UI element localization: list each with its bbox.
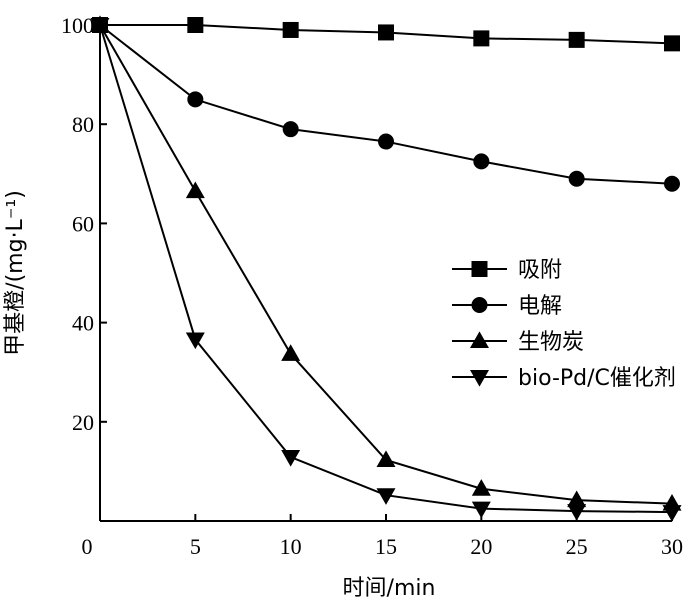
series-line-4 — [99, 24, 673, 514]
data-point-series-3 — [185, 181, 205, 199]
x-tick-label: 30 — [661, 534, 683, 559]
y-tick-label: 100 — [61, 13, 94, 38]
data-point-series-1 — [568, 31, 585, 48]
data-point-series-3 — [376, 450, 396, 467]
data-point-series-4 — [662, 505, 682, 522]
x-tick-label: 15 — [375, 534, 397, 559]
data-point-series-1 — [282, 21, 299, 38]
legend-marker — [470, 370, 489, 387]
data-point-series-2 — [568, 170, 585, 187]
legend-label: 吸附 — [518, 258, 562, 283]
legend-label: bio-Pd/C催化剂 — [518, 366, 676, 391]
axes — [99, 25, 672, 522]
y-tick-label: 80 — [72, 112, 94, 137]
data-point-series-4 — [281, 450, 301, 467]
data-point-series-2 — [664, 175, 680, 192]
series-4 — [90, 18, 682, 522]
series-1 — [92, 17, 680, 52]
data-point-series-4 — [90, 18, 110, 35]
data-point-series-2 — [378, 133, 394, 150]
y-tick-label: 40 — [72, 311, 94, 336]
y-axis-title: 甲基橙/(mg·L⁻¹) — [3, 190, 28, 356]
x-tick-label: 10 — [280, 534, 302, 559]
legend-label: 电解 — [518, 294, 562, 319]
data-point-series-3 — [471, 479, 491, 496]
series-layer — [90, 15, 682, 522]
data-point-series-4 — [376, 488, 396, 505]
x-tick-label: 0 — [82, 534, 93, 559]
data-point-series-1 — [378, 24, 394, 41]
data-point-series-4 — [185, 332, 205, 350]
data-point-series-1 — [187, 17, 204, 33]
y-tick-label: 60 — [72, 211, 94, 236]
series-3 — [90, 15, 682, 511]
series-line-3 — [99, 24, 673, 505]
legend-marker — [471, 297, 488, 313]
data-point-series-2 — [473, 153, 490, 170]
x-axis-title: 时间/min — [343, 576, 436, 601]
x-tick-label: 25 — [566, 534, 588, 559]
legend-item-4: bio-Pd/C催化剂 — [452, 366, 676, 391]
y-tick-label: 20 — [72, 410, 94, 435]
data-point-series-2 — [282, 121, 299, 138]
x-tick-label: 20 — [470, 534, 492, 559]
data-point-series-4 — [567, 504, 587, 521]
legend-label: 生物炭 — [518, 330, 584, 355]
data-point-series-3 — [281, 344, 301, 361]
data-point-series-1 — [473, 30, 490, 47]
ticks: 0 5 10 15 20 25 30 20 40 60 80 100 — [61, 13, 683, 559]
legend-item-3: 生物炭 — [452, 330, 584, 355]
legend-item-1: 吸附 — [452, 258, 562, 283]
x-tick-label: 5 — [190, 534, 201, 559]
legend-marker — [471, 261, 488, 277]
legend-item-2: 电解 — [452, 294, 562, 319]
legend-marker — [470, 331, 489, 348]
data-point-series-2 — [187, 91, 204, 108]
series-2 — [92, 17, 680, 192]
series-line-2 — [99, 24, 673, 185]
data-point-series-4 — [471, 501, 491, 519]
data-point-series-1 — [664, 35, 680, 52]
